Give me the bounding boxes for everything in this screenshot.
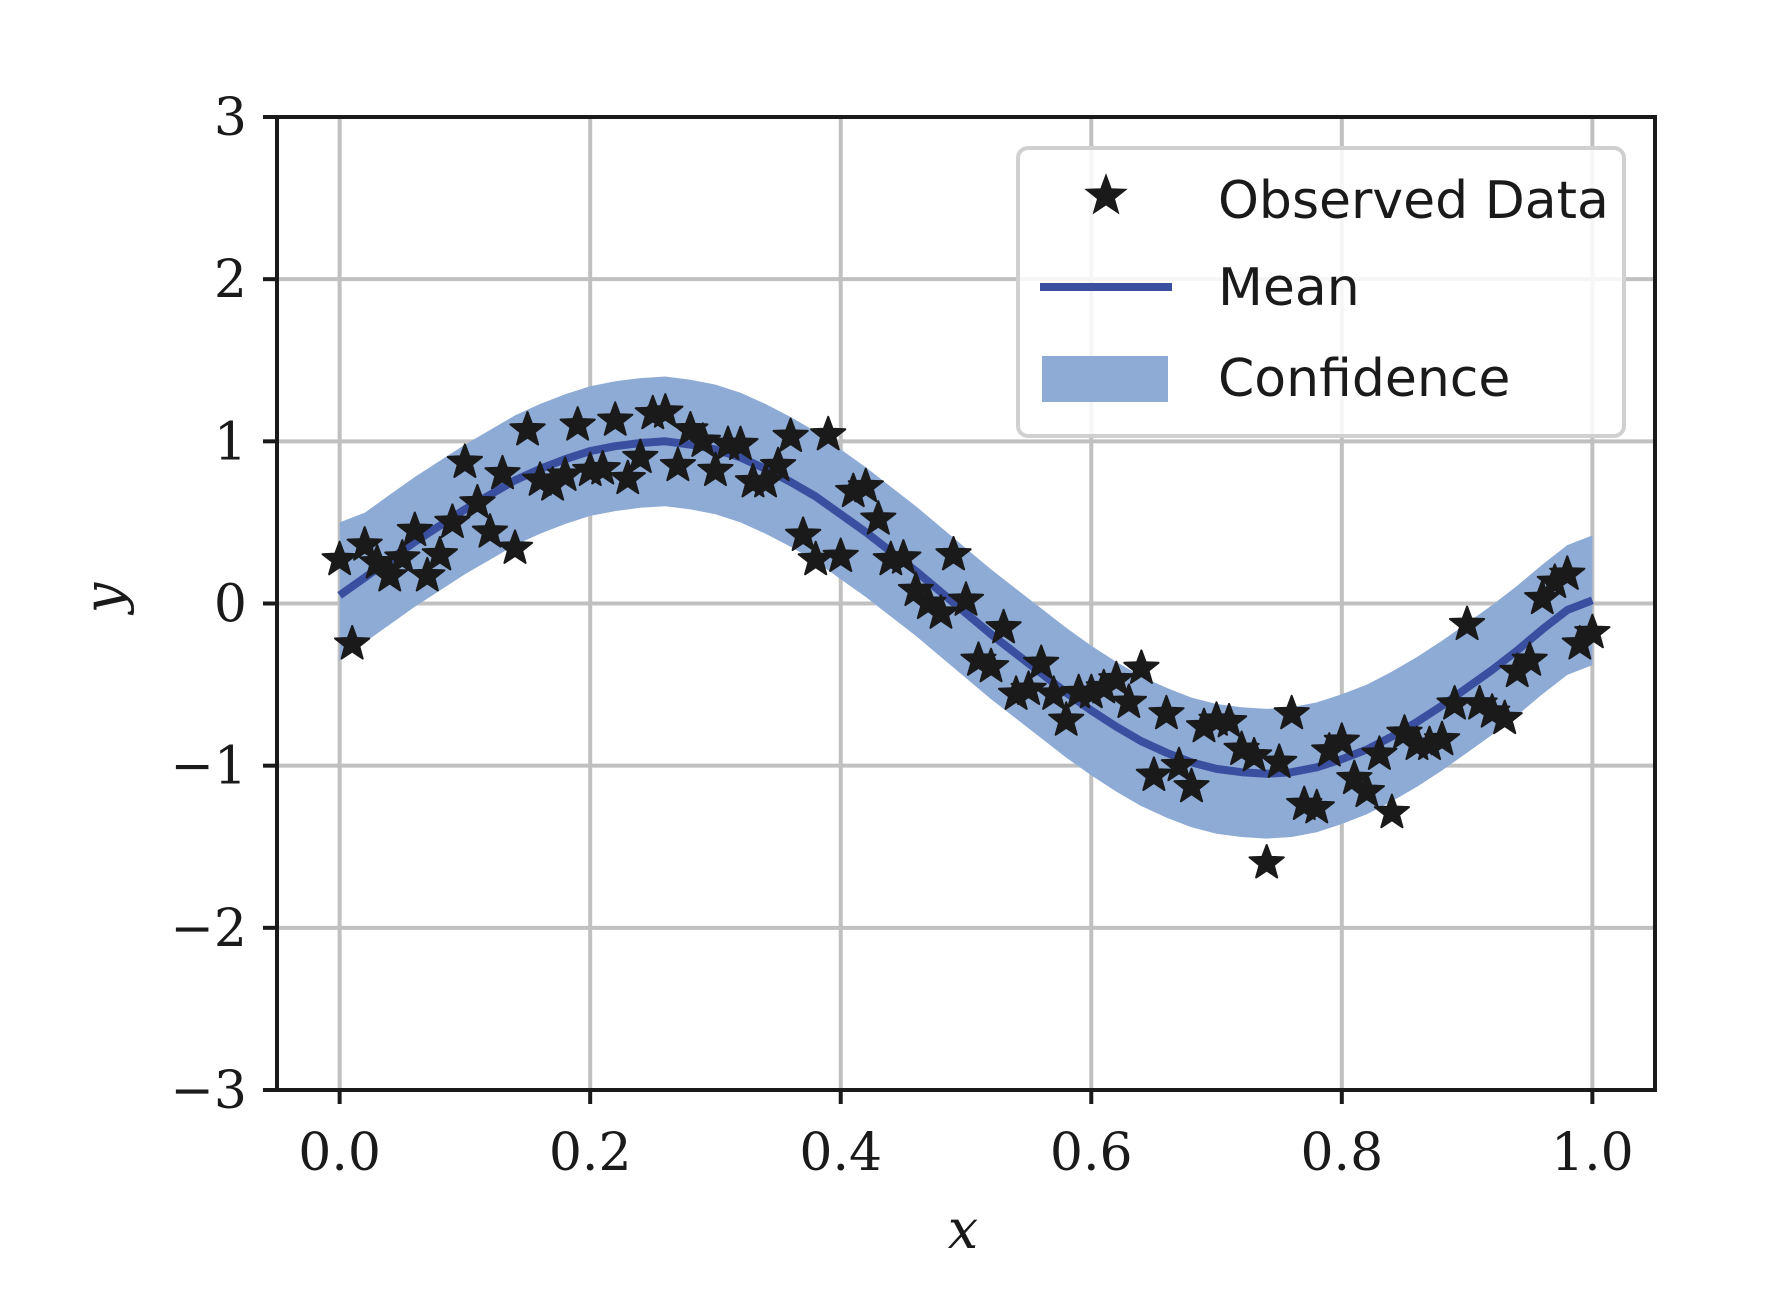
data-point [1298,788,1335,824]
data-point [785,516,822,551]
data-point [847,467,884,503]
data-point [860,500,897,535]
data-point [421,535,458,571]
data-point [371,556,408,592]
data-point [321,540,358,576]
y-axis-label: y [72,581,135,615]
data-point [935,535,972,571]
data-point [496,529,534,564]
data-point [760,446,797,482]
data-point [697,451,734,487]
x-tick-label: 0.6 [1050,1123,1133,1183]
mean-line-layer [337,437,1594,778]
legend-box [1016,146,1626,438]
data-point [334,625,371,660]
data-point [1449,605,1486,641]
data-point [810,415,847,451]
data-point [459,484,496,519]
data-point [1160,746,1198,782]
data-point [409,556,446,592]
x-tick-label: 0.8 [1300,1123,1383,1183]
y-tick-label: −3 [170,1061,247,1121]
data-point [684,422,721,457]
data-point [1211,702,1248,738]
data-point [922,594,960,629]
data-point [772,417,809,452]
data-point [1373,793,1410,829]
data-point [1261,743,1298,778]
legend-star-marker [1084,173,1128,215]
data-point [484,454,521,490]
data-point [1098,660,1135,696]
data-point [471,513,509,548]
data-point [822,537,859,572]
data-point [609,459,646,495]
data-point [1173,767,1210,803]
data-point [1123,649,1160,684]
data-point [1361,735,1398,770]
legend-label-observed: Observed Data [1218,171,1609,231]
data-point [1135,756,1172,791]
data-point [947,581,985,616]
data-point [1010,670,1047,705]
data-point [1423,720,1461,756]
data-point [396,511,433,547]
data-point [747,462,784,498]
y-tick-label: −2 [170,899,247,959]
data-point [1236,736,1273,772]
data-point [647,393,684,428]
data-point [434,503,471,538]
data-point [1486,699,1523,735]
x-tick-label: 1.0 [1551,1123,1634,1183]
data-point [1348,772,1385,808]
data-point [559,406,596,441]
data-point [346,526,383,561]
y-tick-label: 2 [214,250,247,310]
data-point [1323,722,1360,757]
data-point [659,446,696,482]
x-axis-label: x [948,1198,978,1261]
data-point [1110,683,1147,718]
data-point [622,438,659,474]
data-point [985,608,1022,644]
y-tick-label: 0 [214,575,247,635]
x-tick-label: 0.4 [799,1123,882,1183]
data-point [1574,613,1611,649]
legend-label-confidence: Confidence [1218,349,1510,409]
data-point [1023,644,1060,680]
star-icon [1084,173,1128,215]
y-tick-label: 1 [214,412,247,472]
data-point [1048,701,1085,736]
data-point [1511,641,1548,676]
data-point [1273,694,1310,730]
data-point [885,539,922,574]
data-point [584,449,621,485]
observed-points-layer [321,393,1611,879]
data-point [597,401,634,436]
legend: Observed Data Mean Confidence [1016,146,1626,438]
data-point [509,411,546,446]
data-point [384,539,421,574]
data-point [1248,844,1285,879]
data-point [1549,555,1586,590]
mean-line [337,437,1594,778]
legend-label-mean: Mean [1218,258,1360,318]
y-tick-label: −1 [170,737,247,797]
y-tick-label: 3 [214,88,247,148]
axes-frame [263,115,1657,1104]
data-point [972,647,1010,683]
data-point [722,425,759,461]
x-tick-label: 0.0 [298,1123,381,1183]
tick-labels: 0.0 0.2 0.4 0.6 0.8 1.0 3 2 1 0 −1 −2 −3 [170,88,1633,1183]
legend-patch-marker [1042,356,1168,402]
data-point [1148,694,1185,730]
data-point [446,443,483,478]
data-point [1524,579,1561,615]
x-tick-label: 0.2 [549,1123,632,1183]
